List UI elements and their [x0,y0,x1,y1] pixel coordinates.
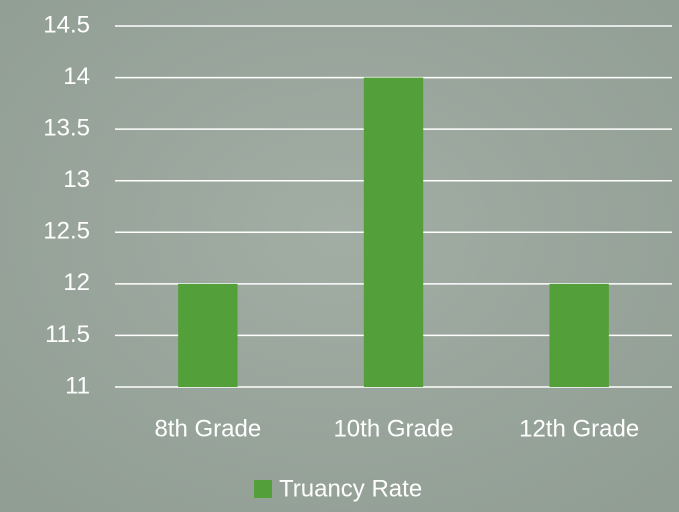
y-tick-label: 11 [65,372,90,399]
legend-swatch [254,480,272,498]
y-tick-label: 12.5 [43,218,90,245]
bar [178,283,238,387]
y-tick-label: 14.5 [43,11,90,38]
y-tick-label: 13 [63,166,90,193]
legend-label: Truancy Rate [279,475,422,502]
x-tick-label: 10th Grade [333,415,453,442]
y-tick-label: 13.5 [43,114,90,141]
y-tick-label: 11.5 [45,321,90,348]
bar [549,283,609,387]
x-tick-label: 8th Grade [154,415,261,442]
x-tick-label: 12th Grade [519,415,639,442]
y-tick-label: 12 [63,269,90,296]
y-tick-label: 14 [63,63,90,90]
bar [363,77,424,388]
